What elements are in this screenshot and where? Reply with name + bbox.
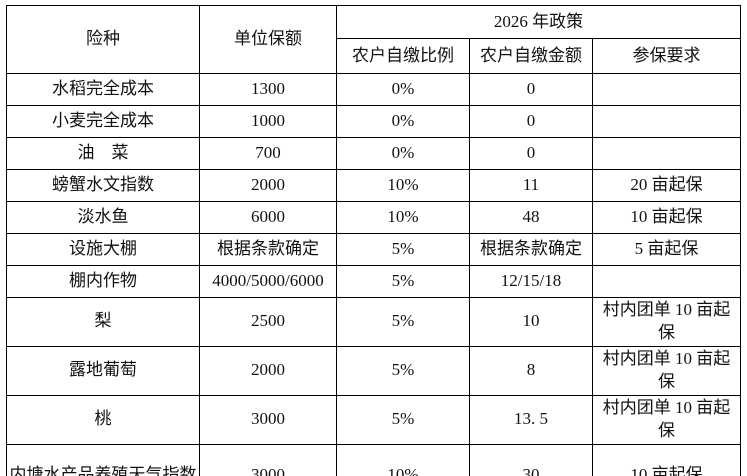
cell-unit-coverage: 6000 (199, 201, 337, 234)
cell-requirement (591, 105, 742, 138)
cell-insurance-name: 露地葡萄 (6, 345, 200, 396)
cell-unit-coverage: 700 (199, 137, 337, 170)
insurance-policy-table: 险种 单位保额 2026 年政策 农户自缴比例 农户自缴金额 参保要求 水稻完全… (6, 5, 742, 476)
cell-self-pay-amount: 48 (469, 201, 593, 234)
table-row: 水稻完全成本 1300 0% 0 (6, 73, 742, 106)
cell-self-pay-ratio: 5% (336, 345, 470, 396)
cell-insurance-name: 螃蟹水文指数 (6, 169, 200, 202)
header-policy-year-group: 2026 年政策 (335, 5, 742, 39)
header-insurance-type: 险种 (6, 5, 200, 74)
cell-unit-coverage: 3000 (199, 394, 337, 445)
cell-insurance-name: 桃 (6, 394, 200, 445)
table-row: 梨 2500 5% 10 村内团单 10 亩起保 (6, 297, 742, 347)
cell-insurance-name: 梨 (6, 297, 200, 347)
cell-requirement: 20 亩起保 (591, 169, 742, 202)
cell-unit-coverage: 2500 (199, 297, 337, 347)
cell-self-pay-ratio: 10% (336, 201, 470, 234)
cell-self-pay-amount: 12/15/18 (469, 265, 593, 298)
cell-unit-coverage: 4000/5000/6000 (199, 265, 337, 298)
cell-self-pay-ratio: 0% (336, 137, 470, 170)
cell-insurance-name: 棚内作物 (6, 265, 200, 298)
cell-requirement (591, 265, 742, 298)
cell-unit-coverage: 3000 (199, 443, 337, 476)
table-row: 桃 3000 5% 13. 5 村内团单 10 亩起保 (6, 394, 742, 445)
cell-insurance-name: 淡水鱼 (6, 201, 200, 234)
cell-self-pay-ratio: 5% (336, 265, 470, 298)
cell-requirement: 村内团单 10 亩起保 (591, 345, 742, 396)
table-row: 螃蟹水文指数 2000 10% 11 20 亩起保 (6, 169, 742, 202)
cell-self-pay-amount: 0 (469, 105, 593, 138)
header-self-pay-ratio: 农户自缴比例 (336, 38, 470, 74)
cell-requirement (591, 73, 742, 106)
cell-requirement: 村内团单 10 亩起保 (591, 297, 742, 347)
header-unit-coverage: 单位保额 (199, 5, 337, 74)
table-row: 设施大棚 根据条款确定 5% 根据条款确定 5 亩起保 (6, 233, 742, 266)
cell-self-pay-ratio: 10% (336, 169, 470, 202)
cell-self-pay-ratio: 0% (336, 73, 470, 106)
cell-self-pay-amount: 11 (469, 169, 593, 202)
header-row-sub: 农户自缴比例 农户自缴金额 参保要求 (7, 38, 742, 74)
cell-self-pay-amount: 根据条款确定 (469, 233, 593, 266)
cell-insurance-name: 小麦完全成本 (6, 105, 200, 138)
cell-self-pay-ratio: 5% (336, 297, 470, 347)
table-row: 淡水鱼 6000 10% 48 10 亩起保 (6, 201, 742, 234)
header-self-pay-amount: 农户自缴金额 (469, 38, 593, 74)
cell-self-pay-amount: 13. 5 (469, 394, 593, 445)
cell-unit-coverage: 1300 (199, 73, 337, 106)
cell-insurance-name: 水稻完全成本 (6, 73, 200, 106)
cell-unit-coverage: 2000 (199, 345, 337, 396)
cell-self-pay-amount: 0 (469, 137, 593, 170)
table-row: 露地葡萄 2000 5% 8 村内团单 10 亩起保 (6, 345, 742, 396)
cell-requirement: 5 亩起保 (591, 233, 742, 266)
cell-unit-coverage: 根据条款确定 (199, 233, 337, 266)
cell-self-pay-ratio: 0% (336, 105, 470, 138)
cell-self-pay-ratio: 5% (336, 233, 470, 266)
cell-requirement (591, 137, 742, 170)
cell-self-pay-ratio: 5% (336, 394, 470, 445)
table-row: 小麦完全成本 1000 0% 0 (6, 105, 742, 138)
table-row: 油 菜 700 0% 0 (6, 137, 742, 170)
table-row: 内塘水产品养殖天气指数 3000 10% 30 10 亩起保 (6, 443, 742, 476)
cell-self-pay-amount: 10 (469, 297, 593, 347)
cell-insurance-name: 设施大棚 (6, 233, 200, 266)
header-row-group: 险种 单位保额 2026 年政策 (6, 5, 742, 74)
cell-requirement: 10 亩起保 (591, 201, 742, 234)
cell-self-pay-amount: 30 (469, 443, 593, 476)
cell-insurance-name: 油 菜 (6, 137, 200, 170)
cell-self-pay-amount: 8 (469, 345, 593, 396)
cell-unit-coverage: 2000 (199, 169, 337, 202)
cell-self-pay-ratio: 10% (336, 443, 470, 476)
cell-requirement: 10 亩起保 (591, 443, 742, 476)
cell-self-pay-amount: 0 (469, 73, 593, 106)
cell-unit-coverage: 1000 (199, 105, 337, 138)
cell-insurance-name: 内塘水产品养殖天气指数 (6, 443, 200, 476)
cell-requirement: 村内团单 10 亩起保 (591, 394, 742, 445)
header-requirement: 参保要求 (591, 38, 742, 74)
table-row: 棚内作物 4000/5000/6000 5% 12/15/18 (6, 265, 742, 298)
